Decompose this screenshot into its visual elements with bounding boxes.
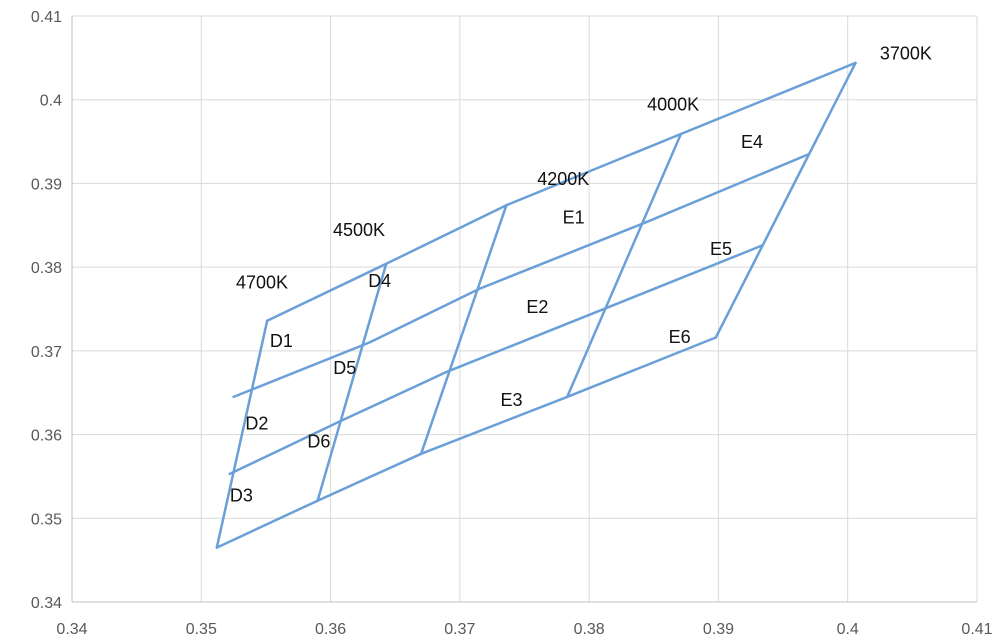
bin-boundary-line-5 bbox=[215, 319, 269, 549]
axes: 0.34 0.35 0.36 0.37 0.38 0.39 0.4 0.41 0.34 0.35 0… bbox=[31, 9, 993, 638]
annotation-d6: D6 bbox=[307, 432, 330, 452]
x-tick-label: 0.34 bbox=[56, 621, 87, 638]
y-tick-label: 0.4 bbox=[40, 93, 62, 110]
bin-boundary-line-4 bbox=[215, 336, 718, 549]
y-tick-label: 0.41 bbox=[31, 9, 62, 26]
y-tick-label: 0.39 bbox=[31, 176, 62, 193]
gridlines bbox=[72, 15, 978, 602]
bin-boundary-line-6 bbox=[316, 262, 388, 502]
annotation-e4: E4 bbox=[741, 132, 763, 152]
y-tick-label: 0.34 bbox=[31, 595, 62, 612]
annotation-d5: D5 bbox=[333, 358, 356, 378]
x-tick-label: 0.35 bbox=[186, 621, 217, 638]
annotation-4500k: 4500K bbox=[333, 220, 385, 240]
annotation-d1: D1 bbox=[270, 331, 293, 351]
annotation-e6: E6 bbox=[669, 327, 691, 347]
annotation-e5: E5 bbox=[710, 239, 732, 259]
bin-boundary-line-7 bbox=[419, 203, 508, 456]
y-tick-label: 0.37 bbox=[31, 344, 62, 361]
annotation-4200k: 4200K bbox=[537, 169, 589, 189]
annotation-4000k: 4000K bbox=[647, 94, 699, 114]
bin-boundary-line-8 bbox=[565, 132, 683, 399]
y-tick-label: 0.35 bbox=[31, 511, 62, 528]
y-tick-label: 0.36 bbox=[31, 428, 62, 445]
bin-boundary-line-9 bbox=[714, 61, 857, 339]
annotation-3700k: 3700K bbox=[880, 43, 932, 63]
annotation-e3: E3 bbox=[501, 390, 523, 410]
annotation-d2: D2 bbox=[245, 413, 268, 433]
bin-boundary-line-3 bbox=[228, 244, 764, 476]
annotation-d3: D3 bbox=[230, 485, 253, 505]
annotation-e2: E2 bbox=[526, 297, 548, 317]
x-tick-label: 0.36 bbox=[315, 621, 346, 638]
annotation-d4: D4 bbox=[368, 271, 391, 291]
annotations: 3700K 4000K 4200K 4500K 4700K E4 E1 E5 D4 E2 E6 D1 D… bbox=[230, 43, 932, 505]
bin-boundary-line-1 bbox=[265, 61, 857, 322]
x-tick-label: 0.39 bbox=[703, 621, 734, 638]
annotation-e1: E1 bbox=[563, 207, 585, 227]
x-tick-label: 0.41 bbox=[961, 621, 992, 638]
x-tick-label: 0.37 bbox=[444, 621, 475, 638]
bin-boundary-line-2 bbox=[232, 152, 811, 399]
bin-grid-lines bbox=[215, 61, 857, 549]
annotation-4700k: 4700K bbox=[236, 273, 288, 293]
x-tick-label: 0.4 bbox=[837, 621, 859, 638]
x-tick-label: 0.38 bbox=[574, 621, 605, 638]
y-tick-label: 0.38 bbox=[31, 260, 62, 277]
